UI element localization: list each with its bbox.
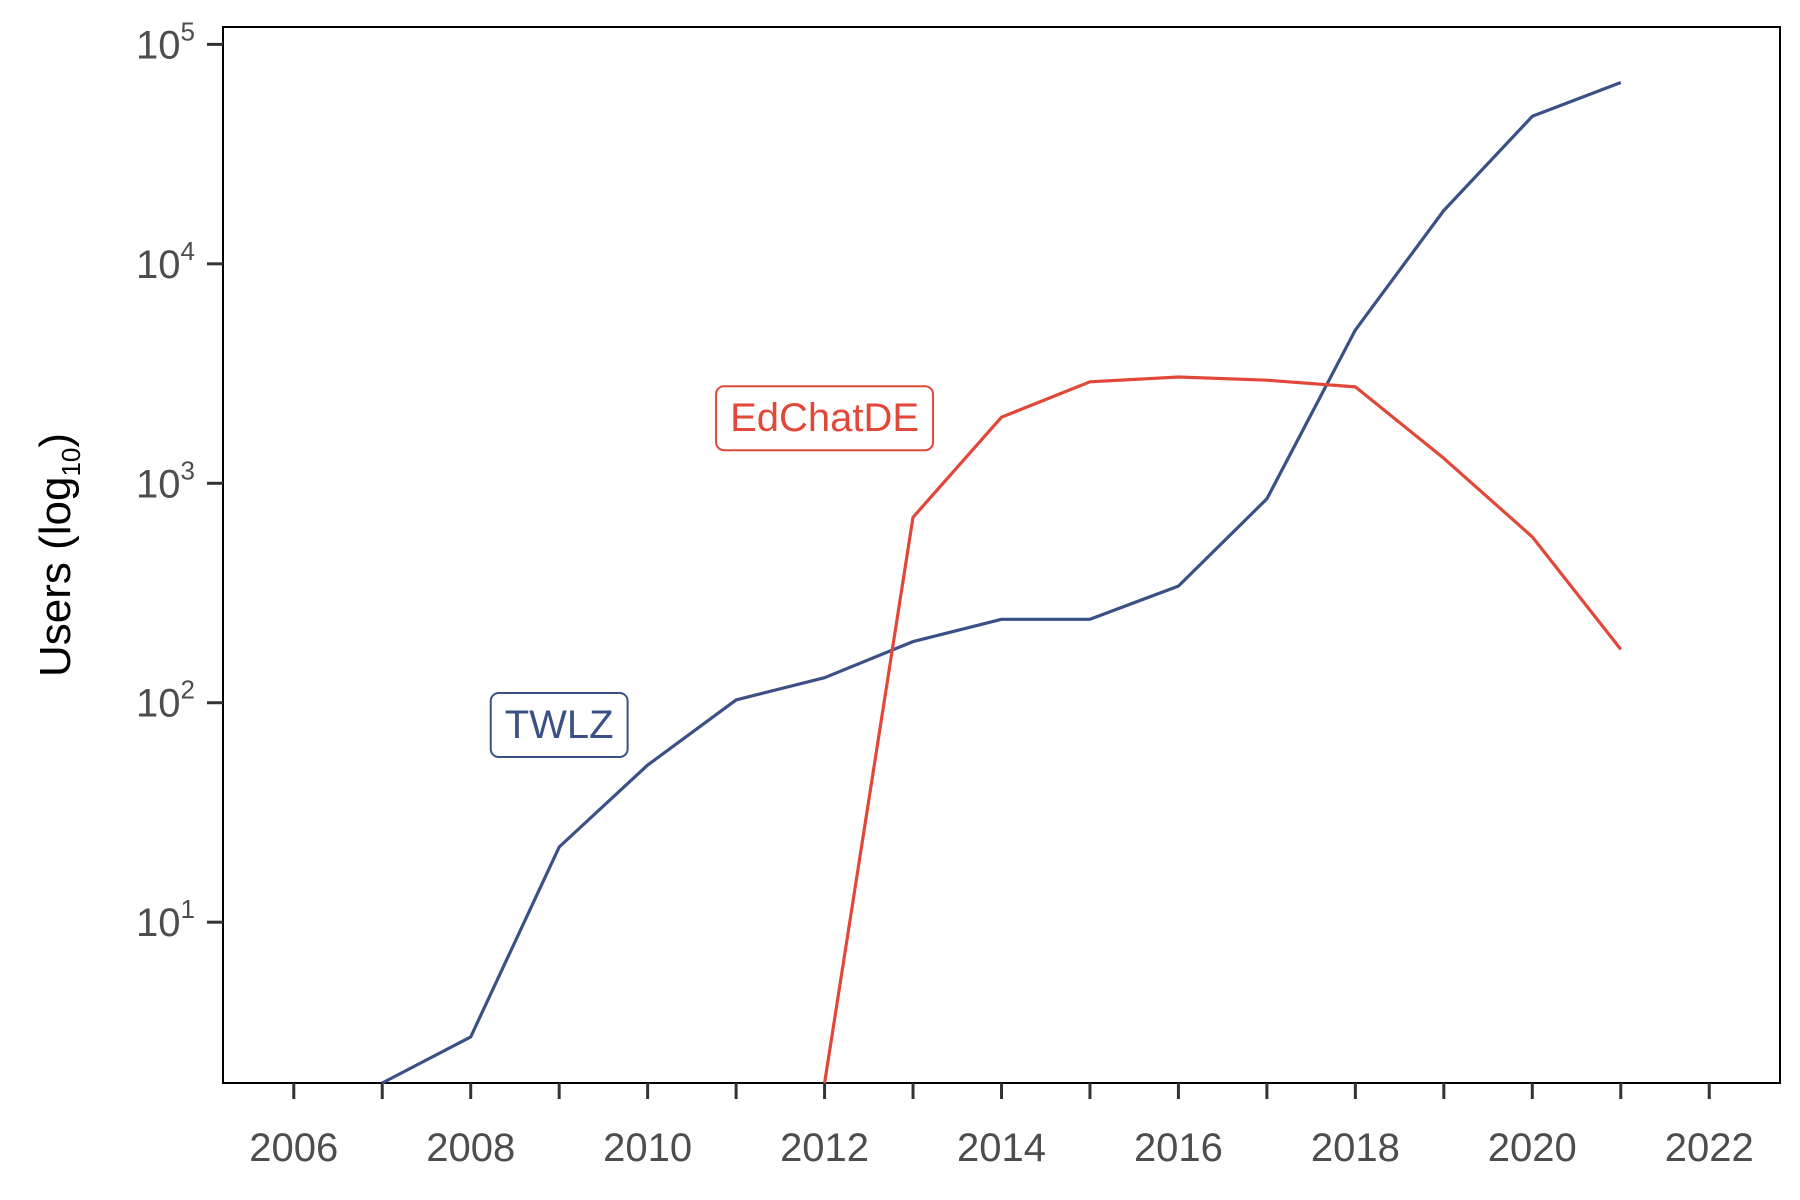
y-tick-exponent: 1	[181, 894, 195, 924]
y-tick-base: 10	[136, 901, 181, 945]
x-tick-label-2012: 2012	[780, 1126, 869, 1170]
x-tick-label-2016: 2016	[1134, 1126, 1223, 1170]
y-tick-label-4: 104	[136, 236, 195, 287]
y-tick-exponent: 3	[181, 455, 195, 485]
y-axis-title: Users (log10)	[31, 433, 86, 677]
series-lines	[381, 81, 1623, 1085]
y-tick-base: 10	[136, 682, 181, 726]
series-label-twlz: TWLZ	[489, 691, 629, 758]
x-tick-label-2020: 2020	[1488, 1126, 1577, 1170]
y-axis-title-subscript: 10	[56, 448, 86, 477]
series-label-edchatde: EdChatDE	[715, 385, 935, 452]
y-tick-exponent: 5	[181, 16, 195, 46]
x-tick-label-2006: 2006	[249, 1126, 338, 1170]
y-axis-title-main: Users (log	[31, 477, 80, 678]
y-tick-base: 10	[136, 243, 181, 287]
x-axis: 2006 2008 2010 2012 2014 2016 2018 2020 2022	[249, 1083, 1754, 1170]
y-tick-exponent: 4	[181, 236, 195, 266]
y-tick-label-2: 102	[136, 675, 195, 726]
series-label-text: EdChatDE	[730, 396, 919, 440]
series-line-twlz	[381, 81, 1622, 1085]
y-tick-base: 10	[136, 23, 181, 67]
series-labels: TWLZ EdChatDE	[489, 385, 935, 758]
series-label-text: TWLZ	[505, 703, 614, 747]
y-tick-label-1: 101	[136, 894, 195, 945]
x-tick-label-2022: 2022	[1665, 1126, 1754, 1170]
y-tick-base: 10	[136, 462, 181, 506]
y-tick-label-3: 103	[136, 455, 195, 506]
y-axis-title-close: )	[31, 433, 80, 448]
x-tick-label-2014: 2014	[957, 1126, 1046, 1170]
y-tick-exponent: 2	[181, 675, 195, 705]
series-label-box	[489, 691, 629, 758]
x-tick-label-2010: 2010	[603, 1126, 692, 1170]
y-tick-label-5: 105	[136, 16, 195, 67]
x-tick-label-2018: 2018	[1311, 1126, 1400, 1170]
series-label-box	[715, 385, 935, 452]
series-line-edchatde	[823, 375, 1623, 1084]
x-tick-label-2008: 2008	[426, 1126, 515, 1170]
